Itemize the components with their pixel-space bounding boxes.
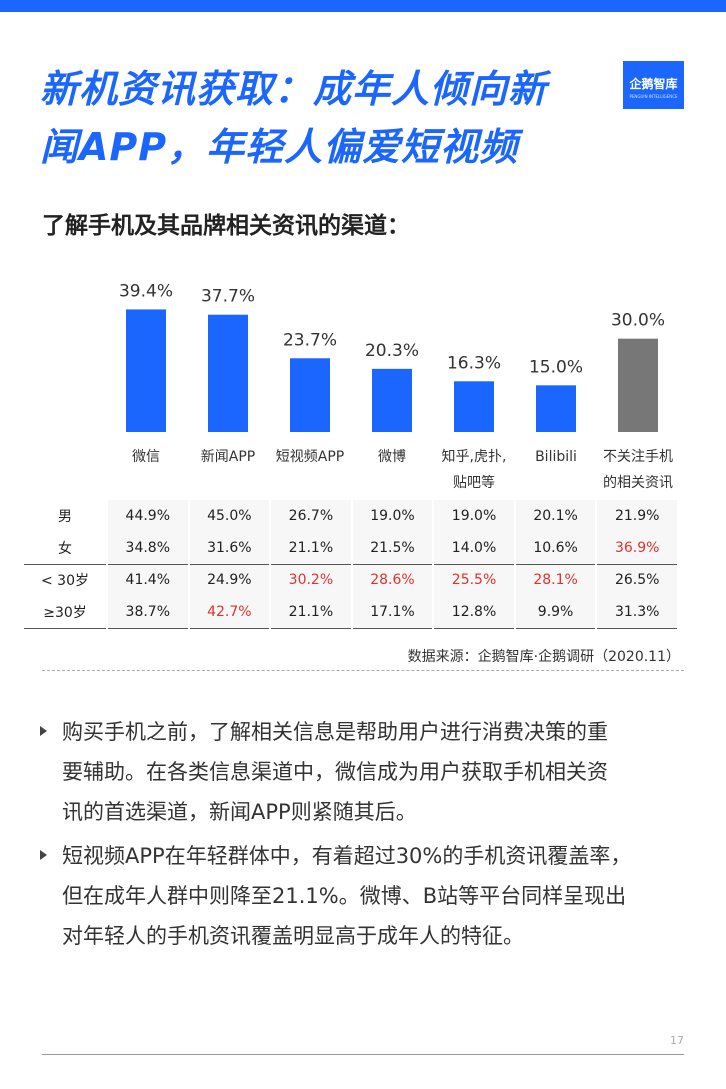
table-cell: 21.5%	[351, 532, 435, 565]
row-label: 男	[24, 500, 108, 532]
category-label-6: 不关注手机的相关资讯	[597, 444, 679, 496]
data-source: 数据来源：企鹅智库·企鹅调研（2020.11）	[407, 649, 680, 665]
table-cell: 36.9%	[596, 532, 679, 565]
category-label-line: 短视频APP	[275, 449, 345, 465]
table-cell: 30.2%	[270, 564, 353, 596]
bar-2	[290, 358, 330, 432]
table-cell: 21.9%	[596, 500, 679, 532]
table-cell: 9.9%	[514, 596, 598, 629]
category-label-line: 的相关资讯	[603, 475, 673, 491]
bar-chart: 39.4% 37.7% 23.7% 20.3% 16.3% 15.0% 30.0%	[119, 281, 665, 432]
table-row: < 30岁 41.4% 24.9% 30.2% 28.6% 25.5% 28.1% 26.5%	[24, 564, 679, 596]
row-label: < 30岁	[24, 564, 108, 596]
breakdown-table: 男 44.9% 45.0% 26.7% 19.0% 19.0% 20.1% 21.9% 女 34.…	[24, 500, 679, 629]
logo-subtext: PENGUIN INTELLIGENCE	[629, 94, 678, 99]
bullet-line: 购买手机之前，了解相关信息是帮助用户进行消费决策的重	[62, 720, 608, 744]
table-cell: 45.0%	[188, 500, 272, 532]
table-cell: 38.7%	[107, 596, 190, 629]
table-cell: 12.8%	[433, 596, 516, 629]
table-cell: 19.0%	[351, 500, 435, 532]
category-label-line: 贴吧等	[453, 475, 495, 491]
category-label-3: 微博	[351, 444, 433, 470]
bullet-line: 短视频APP在年轻群体中，有着超过30%的手机资讯覆盖率，	[62, 844, 632, 868]
bullet-triangle-icon	[40, 726, 47, 736]
title-line-2: 闻APP，年轻人偏爱短视频	[40, 125, 519, 169]
bullet-line: 对年轻人的手机资讯覆盖明显高于成年人的特征。	[62, 924, 524, 948]
category-label-1: 新闻APP	[187, 444, 269, 470]
table-cell: 26.7%	[270, 500, 353, 532]
category-label-line: 知乎,虎扑,	[441, 449, 507, 465]
chart-subtitle: 了解手机及其品牌相关资讯的渠道：	[42, 213, 410, 239]
category-label-line: 微博	[378, 449, 406, 465]
bar-3	[372, 368, 412, 432]
bar-value-label-5: 15.0%	[529, 357, 583, 377]
row-label: 女	[24, 532, 108, 565]
bar-value-label-3: 20.3%	[365, 341, 419, 361]
category-label-0: 微信	[105, 444, 187, 470]
top-accent-bar	[0, 0, 726, 12]
table-cell: 14.0%	[433, 532, 516, 565]
row-label: ≥30岁	[24, 596, 108, 629]
table-cell: 25.5%	[433, 564, 516, 596]
table-cell: 42.7%	[188, 596, 272, 629]
table-cell: 10.6%	[514, 532, 598, 565]
table-cell: 26.5%	[596, 564, 679, 596]
table-cell: 19.0%	[433, 500, 516, 532]
table-cell: 21.1%	[270, 532, 353, 565]
bar-4	[454, 381, 494, 432]
category-label-2: 短视频APP	[269, 444, 351, 470]
table-cell: 28.6%	[351, 564, 435, 596]
table-row: 男 44.9% 45.0% 26.7% 19.0% 19.0% 20.1% 21.9%	[24, 500, 679, 532]
title-line-1: 新机资讯获取：成年人倾向新	[40, 67, 548, 111]
bullet-triangle-icon	[40, 850, 47, 860]
brand-logo: 企鹅智库 PENGUIN INTELLIGENCE	[623, 61, 684, 109]
bullet-item-0: 购买手机之前，了解相关信息是帮助用户进行消费决策的重 要辅助。在各类信息渠道中，微…	[40, 712, 690, 832]
bar-value-label-4: 16.3%	[447, 353, 501, 373]
table-cell: 17.1%	[351, 596, 435, 629]
bar-0	[126, 309, 166, 432]
category-label-5: Bilibili	[515, 444, 597, 470]
bar-value-label-6: 30.0%	[611, 311, 665, 331]
table-cell: 31.3%	[596, 596, 679, 629]
table-cell: 31.6%	[188, 532, 272, 565]
bullet-item-1: 短视频APP在年轻群体中，有着超过30%的手机资讯覆盖率， 但在成年人群中则降至2…	[40, 836, 690, 956]
table-cell: 28.1%	[514, 564, 598, 596]
page-title: 新机资讯获取：成年人倾向新 闻APP，年轻人偏爱短视频	[40, 60, 620, 176]
table-row: 女 34.8% 31.6% 21.1% 21.5% 14.0% 10.6% 36.9%	[24, 532, 679, 565]
bullet-list: 购买手机之前，了解相关信息是帮助用户进行消费决策的重 要辅助。在各类信息渠道中，微…	[40, 712, 690, 960]
category-label-line: Bilibili	[535, 449, 577, 465]
bar-1	[208, 314, 248, 432]
bar-value-label-2: 23.7%	[283, 330, 337, 350]
bar-5	[536, 385, 576, 432]
bullet-line: 但在成年人群中则降至21.1%。微博、B站等平台同样呈现出	[62, 884, 627, 908]
category-label-line: 新闻APP	[200, 449, 256, 465]
page-number: 17	[670, 1034, 684, 1047]
category-label-line: 不关注手机	[603, 449, 673, 465]
bullet-line: 讯的首选渠道，新闻APP则紧随其后。	[62, 800, 417, 824]
bar-6	[618, 338, 658, 432]
category-label-4: 知乎,虎扑, 贴吧等	[433, 444, 515, 496]
dashed-divider	[42, 670, 684, 671]
bar-value-label-1: 37.7%	[201, 287, 255, 307]
table-row: ≥30岁 38.7% 42.7% 21.1% 17.1% 12.8% 9.9% 31.3%	[24, 596, 679, 629]
bullet-line: 要辅助。在各类信息渠道中，微信成为用户获取手机相关资	[62, 760, 608, 784]
table-cell: 34.8%	[107, 532, 190, 565]
table-cell: 44.9%	[107, 500, 190, 532]
footer-divider	[42, 1054, 684, 1055]
bar-value-label-0: 39.4%	[119, 281, 173, 301]
table-cell: 20.1%	[514, 500, 598, 532]
table-cell: 41.4%	[107, 564, 190, 596]
logo-text: 企鹅智库	[629, 77, 678, 91]
table-cell: 21.1%	[270, 596, 353, 629]
table-cell: 24.9%	[188, 564, 272, 596]
category-label-line: 微信	[132, 449, 160, 465]
